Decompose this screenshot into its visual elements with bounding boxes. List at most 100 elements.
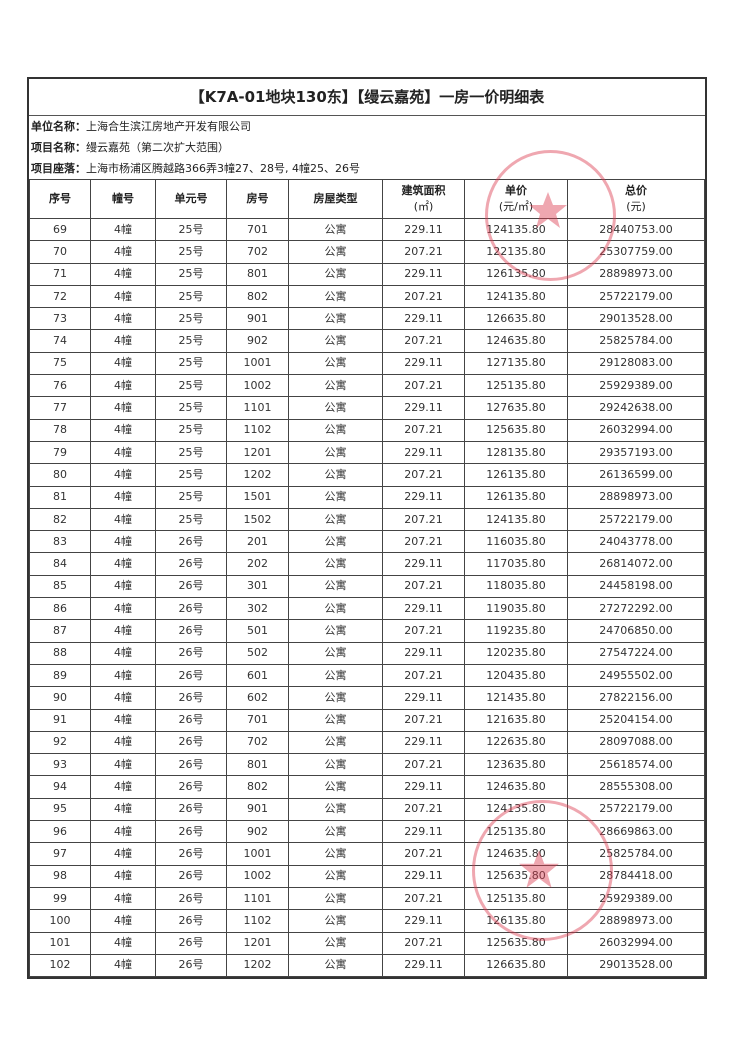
info-label: 项目名称： [31,141,86,154]
total-price-cell: 26814072.00 [567,552,705,576]
total-price-cell: 27272292.00 [567,597,705,621]
row-number-cell: 97 [29,842,91,866]
building-cell: 4幢 [90,641,156,665]
unit-cell: 26号 [155,574,227,599]
unit-cell: 25号 [155,396,227,420]
unit-cell: 25号 [155,284,227,309]
total-price-cell: 25307759.00 [567,240,705,264]
building-cell: 4幢 [90,775,156,799]
room-cell: 802 [226,284,289,309]
area-cell: 207.21 [382,574,465,599]
room-cell: 1101 [226,886,289,911]
table-row: 100 4幢 26号 1102 公寓 229.11 126135.80 28898973.00 [29,909,705,933]
building-cell: 4幢 [90,374,156,398]
price-table: 序号 幢号 单元号 房号 房屋类型 建筑面积 (㎡) 单价 (元/㎡) 总价 (元) 69 4幢 25号… [29,179,705,978]
unit-price-cell: 126635.80 [464,307,568,331]
building-cell: 4幢 [90,284,156,309]
total-price-cell: 26136599.00 [567,463,705,487]
room-cell: 901 [226,307,289,331]
room-cell: 201 [226,530,289,554]
building-cell: 4幢 [90,240,156,264]
building-cell: 4幢 [90,909,156,933]
total-price-cell: 27822156.00 [567,686,705,710]
building-cell: 4幢 [90,440,156,465]
column-header-label: 幢号 [112,192,134,205]
row-number-cell: 73 [29,307,91,331]
room-type-cell: 公寓 [288,663,383,688]
table-row: 99 4幢 26号 1101 公寓 207.21 125135.80 25929389.00 [29,886,705,911]
unit-cell: 25号 [155,307,227,331]
table-row: 90 4幢 26号 602 公寓 229.11 121435.80 27822156.00 [29,686,705,710]
table-row: 69 4幢 25号 701 公寓 229.11 124135.80 28440753.00 [29,217,705,242]
area-cell: 207.21 [382,418,465,442]
unit-price-cell: 124135.80 [464,217,568,242]
building-cell: 4幢 [90,931,156,955]
unit-cell: 25号 [155,240,227,264]
room-cell: 602 [226,686,289,710]
room-type-cell: 公寓 [288,753,383,777]
area-cell: 207.21 [382,931,465,955]
total-price-cell: 24458198.00 [567,574,705,599]
room-cell: 1001 [226,351,289,376]
area-cell: 229.11 [382,641,465,665]
area-cell: 207.21 [382,240,465,264]
unit-price-cell: 125135.80 [464,886,568,911]
row-number-cell: 78 [29,418,91,442]
building-cell: 4幢 [90,530,156,554]
row-number-cell: 87 [29,619,91,643]
column-header: 幢号 [90,179,156,219]
table-row: 82 4幢 25号 1502 公寓 207.21 124135.80 25722179.00 [29,507,705,532]
room-type-cell: 公寓 [288,864,383,888]
unit-price-cell: 126135.80 [464,463,568,487]
column-header-label: 单元号 [174,192,208,205]
unit-cell: 26号 [155,886,227,911]
room-type-cell: 公寓 [288,507,383,532]
area-cell: 229.11 [382,396,465,420]
total-price-cell: 29357193.00 [567,440,705,465]
total-price-cell: 24706850.00 [567,619,705,643]
unit-price-cell: 124635.80 [464,775,568,799]
area-cell: 207.21 [382,507,465,532]
room-cell: 1201 [226,931,289,955]
unit-cell: 26号 [155,708,227,732]
building-cell: 4幢 [90,708,156,732]
table-row: 77 4幢 25号 1101 公寓 229.11 127635.80 29242638.00 [29,396,705,420]
area-cell: 207.21 [382,842,465,866]
unit-price-cell: 126135.80 [464,262,568,286]
total-price-cell: 25825784.00 [567,842,705,866]
unit-cell: 25号 [155,507,227,532]
unit-price-cell: 121635.80 [464,708,568,732]
room-cell: 301 [226,574,289,599]
column-header: 单元号 [155,179,227,219]
room-type-cell: 公寓 [288,418,383,442]
area-cell: 229.11 [382,597,465,621]
row-number-cell: 71 [29,262,91,286]
unit-price-cell: 125135.80 [464,820,568,844]
unit-price-cell: 125635.80 [464,418,568,442]
unit-price-cell: 126135.80 [464,485,568,509]
unit-price-cell: 122635.80 [464,730,568,755]
column-header-label: 总价 [625,184,647,197]
row-number-cell: 82 [29,507,91,532]
document-title: 【K7A-01地块130东】【缦云嘉苑】一房一价明细表 [29,79,705,116]
room-type-cell: 公寓 [288,262,383,286]
room-cell: 801 [226,262,289,286]
column-header-unit: (元) [626,200,646,213]
row-number-cell: 94 [29,775,91,799]
total-price-cell: 28440753.00 [567,217,705,242]
info-project: 项目名称：缦云嘉苑（第二次扩大范围） [29,137,705,158]
total-price-cell: 24955502.00 [567,663,705,688]
room-type-cell: 公寓 [288,485,383,509]
room-type-cell: 公寓 [288,686,383,710]
unit-price-cell: 116035.80 [464,530,568,554]
room-type-cell: 公寓 [288,931,383,955]
column-header: 单价 (元/㎡) [464,179,568,219]
unit-cell: 25号 [155,262,227,286]
table-row: 76 4幢 25号 1002 公寓 207.21 125135.80 25929389.00 [29,374,705,398]
room-type-cell: 公寓 [288,217,383,242]
unit-price-cell: 125635.80 [464,931,568,955]
room-type-cell: 公寓 [288,307,383,331]
total-price-cell: 29242638.00 [567,396,705,420]
total-price-cell: 29013528.00 [567,307,705,331]
room-cell: 802 [226,775,289,799]
